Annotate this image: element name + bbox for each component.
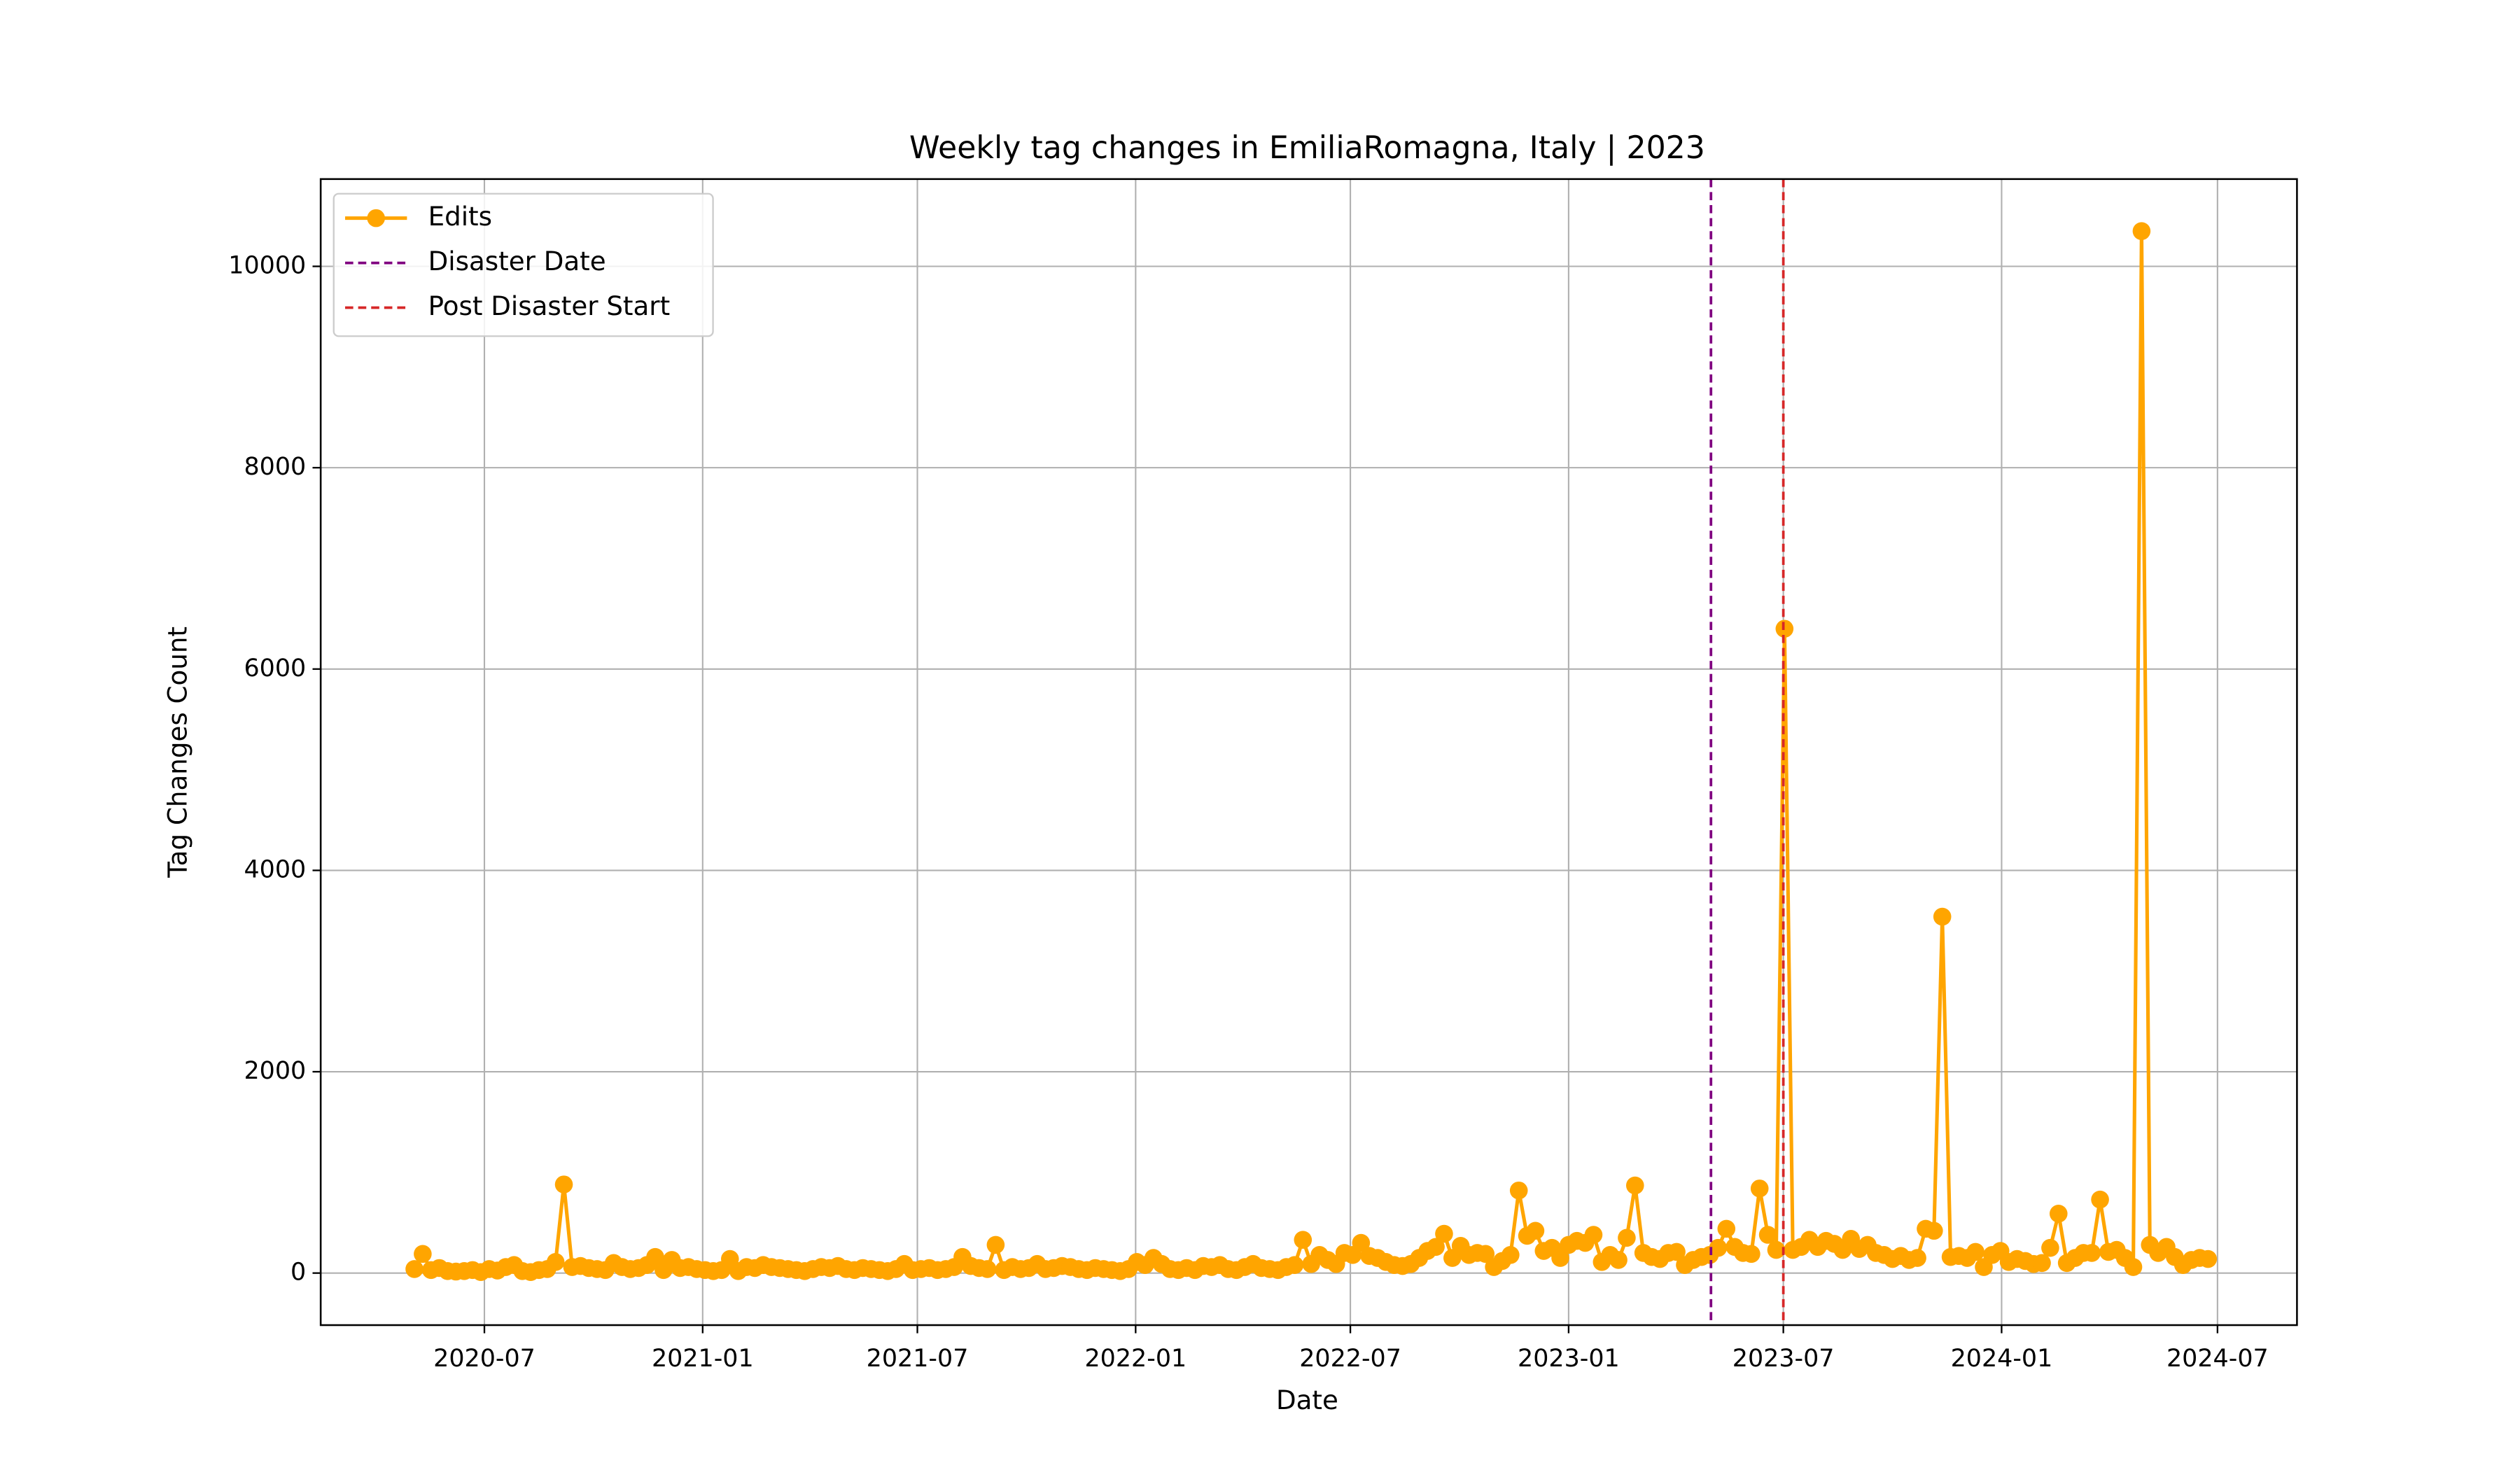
data-point bbox=[1709, 1238, 1728, 1257]
data-point bbox=[1618, 1228, 1636, 1247]
y-tick-label: 0 bbox=[290, 1259, 306, 1287]
x-tick-label: 2021-07 bbox=[867, 1345, 969, 1373]
data-point bbox=[1509, 1181, 1528, 1200]
y-tick-label: 4000 bbox=[244, 855, 306, 883]
data-point bbox=[646, 1247, 664, 1266]
data-point bbox=[1502, 1245, 1520, 1264]
data-point bbox=[1609, 1251, 1628, 1269]
data-point bbox=[1526, 1222, 1545, 1240]
data-point bbox=[1908, 1249, 1926, 1267]
x-tick-label: 2020-07 bbox=[433, 1345, 536, 1373]
legend-label: Edits bbox=[428, 201, 492, 232]
data-point bbox=[1742, 1245, 1760, 1264]
data-point bbox=[1750, 1180, 1769, 1198]
data-point bbox=[2041, 1238, 2059, 1257]
data-point bbox=[2124, 1258, 2143, 1276]
x-tick-label: 2021-01 bbox=[652, 1345, 754, 1373]
data-point bbox=[1925, 1222, 1943, 1240]
data-point bbox=[1767, 1240, 1786, 1259]
y-axis-label: Tag Changes Count bbox=[162, 626, 192, 878]
data-point bbox=[1966, 1242, 1984, 1261]
data-point bbox=[1717, 1219, 1736, 1238]
data-point bbox=[978, 1260, 997, 1278]
data-point bbox=[2199, 1250, 2218, 1268]
y-tick-label: 8000 bbox=[244, 453, 306, 481]
data-point bbox=[405, 1260, 424, 1278]
y-tick-label: 6000 bbox=[244, 654, 306, 682]
plot-frame bbox=[319, 178, 2298, 1326]
data-point bbox=[1933, 907, 1952, 926]
data-point bbox=[414, 1245, 432, 1264]
x-tick-label: 2022-07 bbox=[1299, 1345, 1401, 1373]
legend-box bbox=[332, 192, 714, 337]
legend-marker bbox=[367, 209, 385, 227]
data-point bbox=[1352, 1233, 1371, 1252]
data-point bbox=[986, 1236, 1005, 1254]
data-point bbox=[2033, 1254, 2051, 1273]
x-tick-label: 2024-01 bbox=[1951, 1345, 2053, 1373]
legend: Edits Disaster Date Post Disaster Start bbox=[332, 192, 714, 337]
chart-title: Weekly tag changes in EmiliaRomagna, Ita… bbox=[909, 130, 1705, 166]
data-point bbox=[1551, 1249, 1569, 1267]
data-point bbox=[1285, 1256, 1304, 1274]
data-point bbox=[1294, 1231, 1312, 1250]
y-tick-label: 10000 bbox=[228, 252, 306, 280]
data-point bbox=[1476, 1245, 1495, 1264]
data-point bbox=[2091, 1190, 2109, 1209]
x-tick-label: 2023-01 bbox=[1518, 1345, 1620, 1373]
data-point bbox=[2132, 222, 2151, 240]
data-point bbox=[554, 1175, 573, 1194]
data-point bbox=[2049, 1205, 2068, 1223]
plot-layer: 2020-07 2021-01 2021-07 2022-01 2022-07 2023-… bbox=[228, 178, 2298, 1373]
data-point bbox=[1427, 1238, 1445, 1256]
x-tick-label: 2024-07 bbox=[2166, 1345, 2269, 1373]
y-tick-label: 2000 bbox=[244, 1057, 306, 1085]
data-point bbox=[546, 1253, 565, 1271]
data-point bbox=[2082, 1244, 2101, 1262]
x-tick-label: 2022-01 bbox=[1084, 1345, 1186, 1373]
data-point bbox=[1435, 1224, 1453, 1243]
data-point bbox=[1667, 1242, 1686, 1261]
legend-label: Disaster Date bbox=[428, 246, 606, 276]
legend-label: Post Disaster Start bbox=[428, 290, 671, 321]
data-point bbox=[1584, 1226, 1603, 1244]
data-point bbox=[1626, 1176, 1644, 1195]
data-point bbox=[1758, 1226, 1777, 1244]
x-axis-label: Date bbox=[1276, 1385, 1338, 1415]
x-tick-label: 2023-07 bbox=[1732, 1345, 1835, 1373]
